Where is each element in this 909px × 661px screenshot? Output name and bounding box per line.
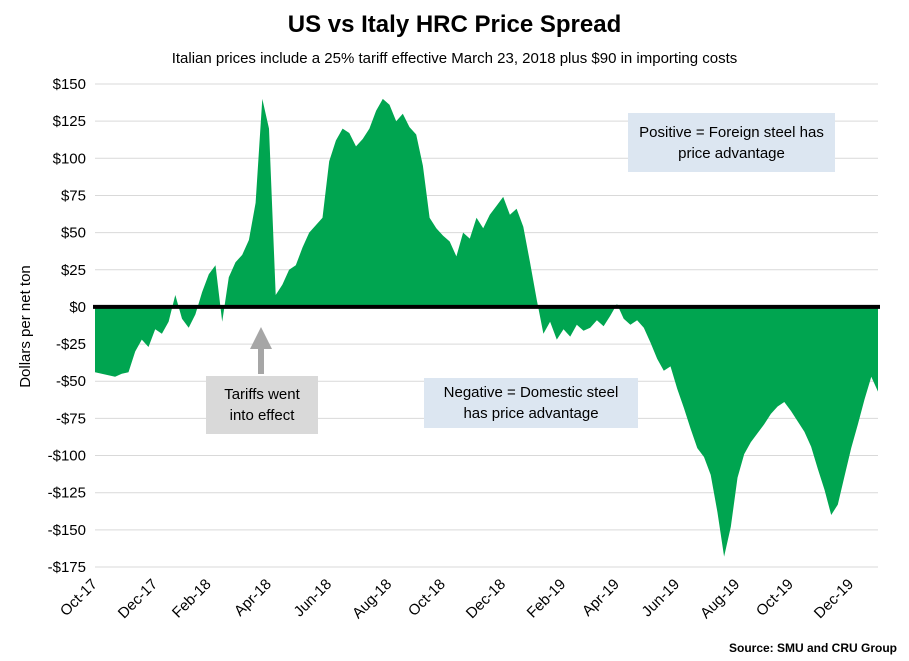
x-tick-label: Apr-18 <box>231 576 275 620</box>
y-tick-label: -$50 <box>56 373 86 390</box>
chart-subtitle: Italian prices include a 25% tariff effe… <box>171 50 738 67</box>
y-tick-label: $100 <box>53 150 86 167</box>
x-tick-label: Oct-18 <box>405 576 449 620</box>
y-tick-label: $50 <box>61 225 86 242</box>
y-tick-label: -$75 <box>56 410 86 427</box>
tariff-arrow-head <box>250 327 272 349</box>
x-tick-label: Jun-18 <box>291 576 335 620</box>
y-tick-label: -$150 <box>48 522 86 539</box>
y-tick-label: -$25 <box>56 336 86 353</box>
y-tick-label: -$175 <box>48 559 86 576</box>
x-tick-label: Oct-17 <box>57 576 101 620</box>
x-tick-label: Dec-18 <box>463 576 509 622</box>
y-tick-label: $75 <box>61 187 86 204</box>
y-tick-label: $125 <box>53 113 86 130</box>
x-tick-label: Feb-18 <box>169 576 215 622</box>
y-tick-label: -$125 <box>48 485 86 502</box>
annotation-positive-note: Positive = Foreign steel has price advan… <box>628 113 835 172</box>
chart-title: US vs Italy HRC Price Spread <box>287 11 622 38</box>
y-tick-label: -$100 <box>48 448 86 465</box>
y-tick-label: $150 <box>53 76 86 93</box>
y-tick-label: $0 <box>69 299 86 316</box>
spread-area-series <box>95 98 878 557</box>
x-tick-label: Dec-19 <box>811 576 857 622</box>
x-tick-label: Jun-19 <box>639 576 683 620</box>
y-tick-label: $25 <box>61 262 86 279</box>
x-tick-label: Apr-19 <box>579 576 623 620</box>
x-tick-label: Dec-17 <box>115 576 161 622</box>
x-tick-label: Aug-19 <box>697 576 743 622</box>
annotation-tariff-note: Tariffs went into effect <box>206 376 318 434</box>
x-tick-label: Feb-19 <box>524 576 570 622</box>
x-tick-label: Oct-19 <box>753 576 797 620</box>
source-credit: Source: SMU and CRU Group <box>728 641 897 655</box>
annotation-negative-note: Negative = Domestic steel has price adva… <box>424 378 638 428</box>
x-tick-label: Aug-18 <box>349 576 395 622</box>
